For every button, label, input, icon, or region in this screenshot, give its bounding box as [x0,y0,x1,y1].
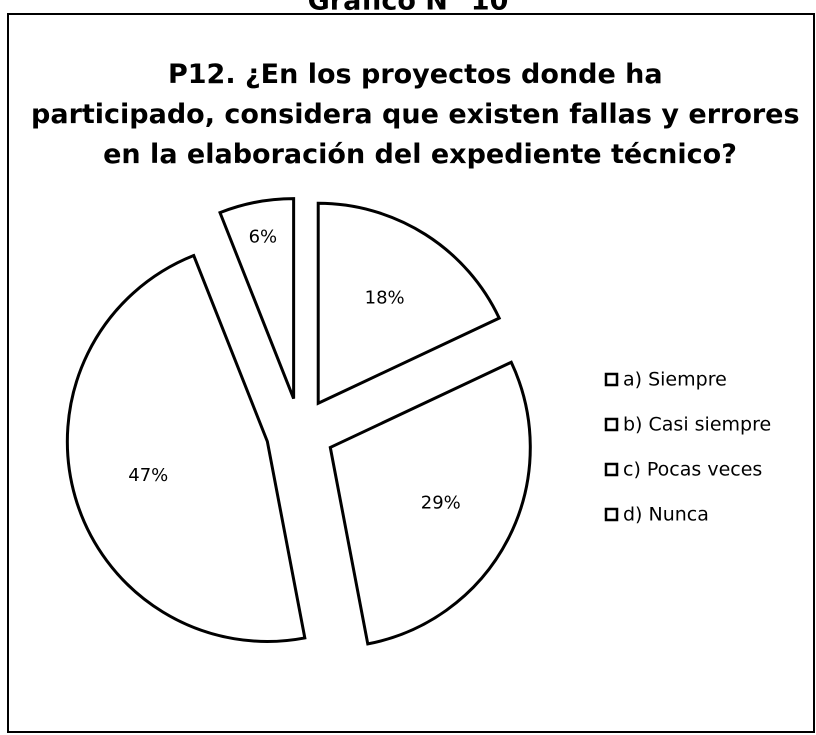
legend-swatch [604,462,619,477]
pie-slice [328,360,532,646]
legend-label: a) Siempre [623,369,727,391]
legend-label: c) Pocas veces [623,459,762,481]
data-label: 47% [128,465,168,486]
legend-swatch [604,507,619,522]
chart-frame [7,13,815,733]
data-label: 29% [421,493,461,514]
legend-swatch [604,372,619,387]
legend-label: b) Casi siempre [623,414,771,436]
pie-slice [65,253,307,643]
pie-slice [316,201,502,406]
chart-title: P12. ¿En los proyectos donde ha particip… [31,59,809,170]
page-heading: Gráfico N° 10 [308,0,509,17]
legend-label: d) Nunca [623,504,709,526]
pie-slice [218,197,296,400]
legend-swatch [604,417,619,432]
data-label: 18% [365,288,405,309]
data-label: 6% [249,227,278,248]
